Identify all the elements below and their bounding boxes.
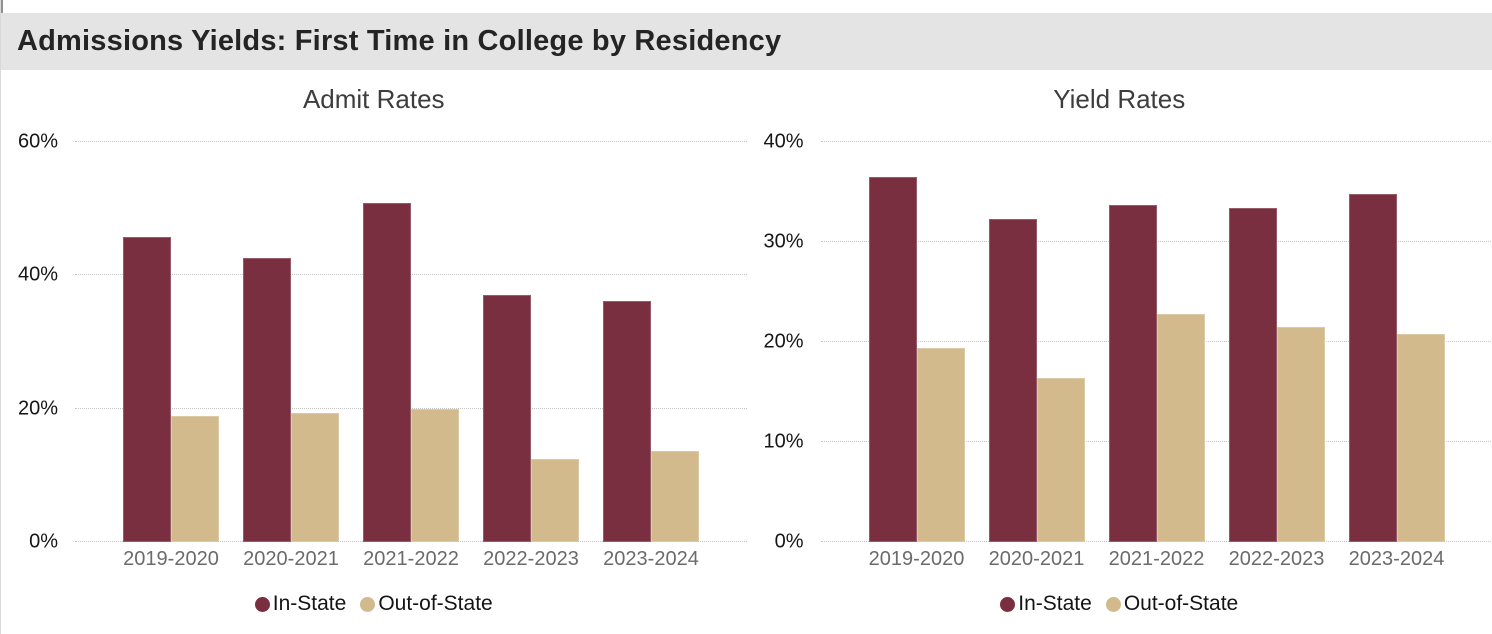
legend-label: In-State bbox=[1018, 592, 1092, 615]
bar-in-state[interactable] bbox=[1108, 205, 1157, 542]
bar-group bbox=[1348, 142, 1445, 542]
x-tick-label: 2021-2022 bbox=[1108, 548, 1205, 570]
y-tick-label: 0% bbox=[774, 530, 804, 553]
bar-out-of-state[interactable] bbox=[291, 413, 339, 542]
bar-group bbox=[868, 142, 965, 542]
x-axis-labels: 2019-2020 2020-2021 2021-2022 2022-2023 2023… bbox=[821, 548, 1492, 571]
bar-out-of-state[interactable] bbox=[1156, 314, 1205, 542]
bar-group bbox=[603, 142, 700, 542]
legend-dot-icon bbox=[254, 596, 270, 612]
window-edge-notch bbox=[1, 0, 3, 13]
bar-in-state[interactable] bbox=[1348, 194, 1397, 542]
bar-out-of-state[interactable] bbox=[171, 416, 219, 542]
legend-item-out-of-state[interactable]: Out-of-State bbox=[360, 592, 493, 616]
bar-in-state[interactable] bbox=[483, 294, 531, 542]
bar-in-state[interactable] bbox=[988, 219, 1037, 542]
bar-in-state[interactable] bbox=[123, 237, 171, 542]
x-tick-label: 2020-2021 bbox=[988, 548, 1085, 570]
y-tick-label: 20% bbox=[17, 397, 58, 420]
bar-out-of-state[interactable] bbox=[651, 450, 699, 542]
bar-in-state[interactable] bbox=[1228, 208, 1277, 542]
yield-rates-chart: Yield Rates 0% 10% 20% 30% 40% 2019-2020 2020… bbox=[747, 70, 1492, 634]
legend-label: Out-of-State bbox=[378, 592, 493, 615]
title-banner: Admissions Yields: First Time in College… bbox=[1, 13, 1492, 70]
bar-out-of-state[interactable] bbox=[1276, 327, 1325, 542]
bar-in-state[interactable] bbox=[868, 177, 917, 542]
x-tick-label: 2023-2024 bbox=[1348, 548, 1445, 570]
bar-out-of-state[interactable] bbox=[531, 459, 579, 542]
bar-group bbox=[1108, 142, 1205, 542]
legend-label: In-State bbox=[272, 592, 347, 615]
bar-out-of-state[interactable] bbox=[1036, 378, 1085, 542]
bar-out-of-state[interactable] bbox=[411, 409, 459, 542]
legend: In-State Out-of-State bbox=[1, 591, 747, 617]
bar-out-of-state[interactable] bbox=[916, 348, 965, 542]
legend-item-in-state[interactable]: In-State bbox=[254, 592, 347, 616]
bar-group bbox=[988, 142, 1085, 542]
legend-label: Out-of-State bbox=[1123, 592, 1239, 615]
y-tick-label: 40% bbox=[763, 130, 804, 153]
x-tick-label: 2019-2020 bbox=[123, 548, 219, 570]
bar-group bbox=[243, 142, 340, 542]
charts-row: Admit Rates 0% 20% 40% 60% 2019-2020 2020-20… bbox=[1, 70, 1492, 634]
legend-item-in-state[interactable]: In-State bbox=[1000, 592, 1092, 616]
legend-dot-icon bbox=[360, 596, 376, 612]
top-strip bbox=[1, 0, 1492, 13]
y-tick-label: 10% bbox=[763, 430, 804, 453]
bar-in-state[interactable] bbox=[243, 258, 291, 542]
x-tick-label: 2023-2024 bbox=[603, 548, 699, 570]
page-title: Admissions Yields: First Time in College… bbox=[17, 25, 782, 57]
bars bbox=[75, 142, 747, 542]
chart-title: Admit Rates bbox=[302, 84, 445, 114]
legend-dot-icon bbox=[1000, 596, 1016, 612]
y-tick-label: 0% bbox=[29, 530, 58, 553]
legend: In-State Out-of-State bbox=[747, 591, 1492, 617]
gridline: 60% bbox=[18, 131, 747, 153]
legend-dot-icon bbox=[1105, 596, 1121, 612]
bar-group bbox=[1228, 142, 1325, 542]
x-tick-label: 2019-2020 bbox=[868, 548, 965, 570]
bar-group bbox=[123, 142, 220, 542]
y-tick-label: 30% bbox=[763, 230, 804, 253]
gridline: 40% bbox=[763, 131, 1492, 153]
plot-area: 0% 20% 40% 60% bbox=[18, 131, 747, 553]
x-tick-label: 2020-2021 bbox=[243, 548, 339, 570]
y-tick-label: 60% bbox=[17, 130, 58, 153]
legend-item-out-of-state[interactable]: Out-of-State bbox=[1105, 592, 1239, 616]
x-tick-label: 2021-2022 bbox=[363, 548, 459, 570]
gridline: 40% bbox=[18, 264, 747, 286]
y-tick-label: 40% bbox=[17, 263, 58, 286]
x-tick-label: 2022-2023 bbox=[483, 548, 579, 570]
plot-area: 0% 10% 20% 30% 40% bbox=[763, 131, 1492, 553]
gridline: 20% bbox=[18, 397, 747, 419]
bar-group bbox=[363, 142, 460, 542]
x-tick-label: 2022-2023 bbox=[1228, 548, 1325, 570]
x-axis-labels: 2019-2020 2020-2021 2021-2022 2022-2023 2023… bbox=[75, 548, 747, 571]
bar-group bbox=[483, 142, 580, 542]
bar-in-state[interactable] bbox=[603, 301, 651, 542]
bar-out-of-state[interactable] bbox=[1396, 334, 1445, 542]
bars bbox=[821, 142, 1492, 542]
admit-rates-chart: Admit Rates 0% 20% 40% 60% 2019-2020 2020-20… bbox=[1, 70, 747, 634]
chart-title: Yield Rates bbox=[1053, 84, 1186, 114]
bar-in-state[interactable] bbox=[363, 202, 411, 542]
y-tick-label: 20% bbox=[763, 330, 804, 353]
